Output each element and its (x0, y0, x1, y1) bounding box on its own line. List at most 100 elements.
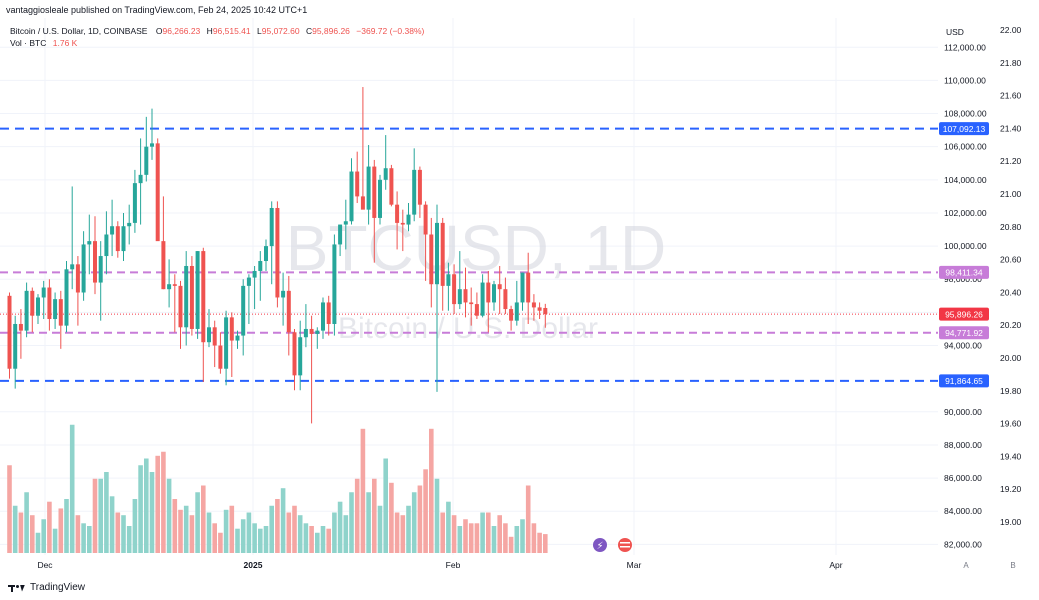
candle[interactable] (229, 317, 234, 341)
candle[interactable] (252, 270, 257, 278)
candle[interactable] (429, 234, 434, 285)
candle[interactable] (246, 277, 251, 286)
candle[interactable] (360, 196, 365, 210)
candle[interactable] (155, 143, 160, 242)
candle[interactable] (189, 265, 194, 329)
candle[interactable] (446, 274, 451, 286)
candle[interactable] (412, 169, 417, 215)
candle[interactable] (509, 309, 514, 321)
candle[interactable] (75, 264, 80, 293)
candle[interactable] (486, 282, 491, 303)
tradingview-brand[interactable]: TradingView (8, 582, 85, 593)
candle[interactable] (218, 345, 223, 369)
candle[interactable] (423, 204, 428, 235)
auto-scale-button[interactable]: A (963, 561, 969, 570)
candle[interactable] (543, 307, 548, 315)
log-scale-button[interactable]: B (1010, 561, 1015, 570)
candle[interactable] (349, 171, 354, 222)
candle[interactable] (98, 256, 103, 283)
candle[interactable] (332, 244, 337, 324)
candle[interactable] (53, 299, 58, 320)
candle[interactable] (36, 297, 40, 316)
candle[interactable] (195, 251, 200, 329)
candle[interactable] (18, 323, 23, 331)
candle[interactable] (383, 168, 388, 180)
candle[interactable] (7, 295, 12, 369)
candle[interactable] (309, 328, 314, 334)
candle[interactable] (480, 282, 485, 316)
candle[interactable] (326, 302, 331, 324)
candle[interactable] (212, 327, 217, 346)
axis-mode-buttons[interactable]: A B (963, 561, 1015, 570)
price-chart[interactable]: BTCUSD, 1D Bitcoin / U.S. Dollar ⚡ Bitco… (0, 18, 1039, 580)
candle[interactable] (298, 337, 303, 376)
candle[interactable] (343, 221, 348, 225)
candle[interactable] (526, 272, 531, 303)
candle[interactable] (355, 171, 360, 197)
candle[interactable] (138, 174, 143, 184)
candle[interactable] (24, 290, 29, 331)
candle[interactable] (121, 226, 126, 252)
candle[interactable] (520, 272, 525, 303)
candle[interactable] (400, 222, 405, 225)
candle[interactable] (338, 224, 343, 245)
candle[interactable] (184, 265, 189, 328)
candle[interactable] (537, 307, 542, 311)
candle[interactable] (531, 302, 536, 308)
candle[interactable] (132, 183, 137, 223)
candle[interactable] (366, 166, 371, 210)
candle[interactable] (115, 226, 120, 252)
candle[interactable] (87, 241, 92, 245)
secondary-axis[interactable]: 19.00 19.20 19.40 19.60 19.80 20.00 20.20 20.40… (1000, 25, 1022, 527)
candle[interactable] (474, 304, 479, 316)
event-markers[interactable]: ⚡ (593, 538, 632, 552)
candle[interactable] (161, 241, 166, 290)
candle[interactable] (292, 332, 297, 376)
candle[interactable] (321, 302, 325, 331)
candle[interactable] (201, 251, 206, 343)
candle[interactable] (64, 269, 69, 326)
candle[interactable] (463, 289, 468, 303)
candle[interactable] (127, 222, 132, 227)
candle[interactable] (30, 290, 35, 316)
candle[interactable] (47, 287, 52, 320)
candle[interactable] (110, 226, 115, 235)
candle[interactable] (167, 284, 172, 290)
candlestick-series[interactable] (7, 87, 548, 424)
candle[interactable] (224, 317, 229, 369)
us-flag-marker-icon[interactable] (618, 538, 632, 552)
candle[interactable] (514, 302, 519, 321)
candle[interactable] (435, 222, 439, 285)
candle[interactable] (58, 299, 63, 326)
candle[interactable] (378, 179, 382, 218)
currency-button-bg[interactable] (941, 24, 971, 40)
candle[interactable] (372, 166, 377, 218)
candle[interactable] (241, 285, 246, 336)
candle[interactable] (275, 207, 280, 298)
candle[interactable] (492, 284, 496, 303)
candle[interactable] (150, 143, 154, 147)
candle[interactable] (281, 290, 286, 298)
candle[interactable] (172, 284, 177, 286)
candle[interactable] (497, 284, 502, 290)
lightning-marker-icon[interactable] (593, 538, 607, 552)
candle[interactable] (457, 289, 462, 305)
candle[interactable] (303, 328, 308, 338)
candle[interactable] (235, 335, 240, 341)
candle[interactable] (389, 168, 394, 205)
candle[interactable] (395, 204, 400, 223)
currency-button[interactable]: USD (941, 24, 971, 40)
candle[interactable] (452, 274, 457, 305)
candle[interactable] (258, 261, 263, 271)
candle[interactable] (93, 241, 97, 283)
candle[interactable] (81, 244, 86, 293)
price-axis[interactable]: 82,000.00 84,000.00 86,000.00 88,000.00 90,0… (944, 42, 987, 549)
candle[interactable] (503, 289, 508, 310)
candle[interactable] (264, 246, 268, 262)
candle[interactable] (440, 222, 445, 286)
candle[interactable] (207, 327, 211, 343)
candle[interactable] (269, 207, 274, 247)
candle[interactable] (13, 323, 18, 369)
time-axis[interactable]: Dec 2025 Feb Mar Apr (37, 560, 842, 570)
candle[interactable] (315, 330, 320, 334)
